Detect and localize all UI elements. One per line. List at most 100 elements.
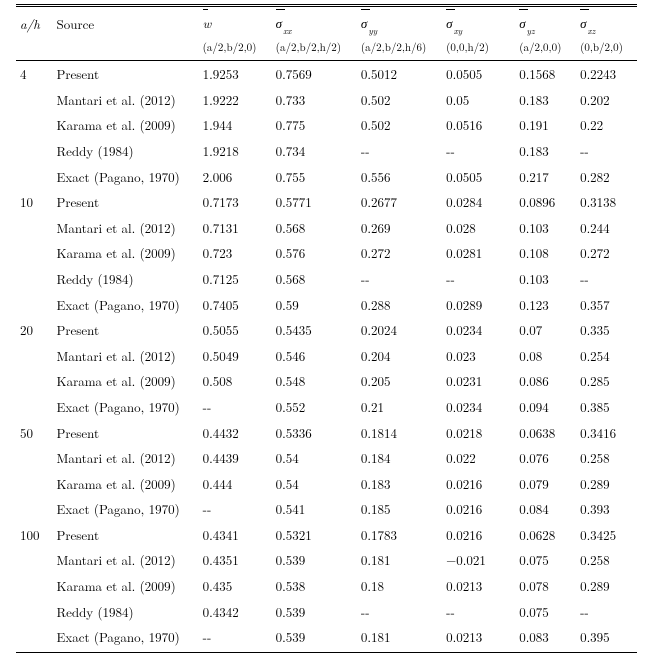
cell-value: 0.1814 bbox=[357, 419, 442, 445]
cell-value: 0.075 bbox=[515, 547, 576, 573]
cell-value: 0.21 bbox=[357, 394, 442, 420]
cell-value: 0.075 bbox=[515, 598, 576, 624]
cell-value: 0.502 bbox=[357, 112, 442, 138]
cell-value: 0.288 bbox=[357, 291, 442, 317]
cell-value: 0.755 bbox=[272, 163, 357, 189]
cell-ah bbox=[16, 573, 53, 599]
loc-sxz: (0,b/2,0) bbox=[576, 38, 637, 61]
cell-source: Reddy (1984) bbox=[53, 266, 199, 292]
cell-value: 0.282 bbox=[576, 163, 637, 189]
cell-value: 0.734 bbox=[272, 138, 357, 164]
table-row: Exact (Pagano, 1970)--0.5410.1850.02160.… bbox=[16, 496, 637, 522]
cell-value: 0.217 bbox=[515, 163, 576, 189]
cell-source: Present bbox=[53, 189, 199, 215]
cell-value: 0.7125 bbox=[199, 266, 272, 292]
cell-value: 0.191 bbox=[515, 112, 576, 138]
table-row: 10Present0.71730.57710.26770.02840.08960… bbox=[16, 189, 637, 215]
table-row: Karama et al. (2009)0.7230.5760.2720.028… bbox=[16, 240, 637, 266]
cell-source: Mantari et al. (2012) bbox=[53, 547, 199, 573]
col-syy: σyy bbox=[357, 6, 442, 38]
cell-value: 0.54 bbox=[272, 445, 357, 471]
cell-source: Exact (Pagano, 1970) bbox=[53, 496, 199, 522]
cell-ah bbox=[16, 214, 53, 240]
cell-value: 0.0216 bbox=[442, 496, 515, 522]
table-row: Exact (Pagano, 1970)0.74050.590.2880.028… bbox=[16, 291, 637, 317]
cell-ah bbox=[16, 598, 53, 624]
cell-value: -- bbox=[576, 138, 637, 164]
cell-ah bbox=[16, 368, 53, 394]
cell-value: 0.548 bbox=[272, 368, 357, 394]
cell-source: Exact (Pagano, 1970) bbox=[53, 291, 199, 317]
cell-value: 0.0281 bbox=[442, 240, 515, 266]
cell-source: Mantari et al. (2012) bbox=[53, 445, 199, 471]
table-row: Karama et al. (2009)0.4440.540.1830.0216… bbox=[16, 470, 637, 496]
cell-value: 0.0218 bbox=[442, 419, 515, 445]
table-row: 20Present0.50550.54350.20240.02340.070.3… bbox=[16, 317, 637, 343]
cell-value: -- bbox=[357, 138, 442, 164]
cell-source: Karama et al. (2009) bbox=[53, 573, 199, 599]
cell-value: -- bbox=[199, 624, 272, 653]
table-row: Mantari et al. (2012)1.92220.7330.5020.0… bbox=[16, 86, 637, 112]
cell-source: Exact (Pagano, 1970) bbox=[53, 163, 199, 189]
cell-source: Karama et al. (2009) bbox=[53, 470, 199, 496]
col-sxy: σxy bbox=[442, 6, 515, 38]
cell-value: 0.5435 bbox=[272, 317, 357, 343]
cell-value: 0.723 bbox=[199, 240, 272, 266]
cell-value: 0.4351 bbox=[199, 547, 272, 573]
cell-value: 0.078 bbox=[515, 573, 576, 599]
cell-value: 0.123 bbox=[515, 291, 576, 317]
loc-w: (a/2,b/2,0) bbox=[199, 38, 272, 61]
col-sxz: σxz bbox=[576, 6, 637, 38]
cell-value: -- bbox=[576, 266, 637, 292]
table-row: 100Present0.43410.53210.17830.02160.0628… bbox=[16, 522, 637, 548]
col-w: w bbox=[199, 6, 272, 38]
cell-value: 0.254 bbox=[576, 342, 637, 368]
cell-value: 0.272 bbox=[576, 240, 637, 266]
cell-value: 0.733 bbox=[272, 86, 357, 112]
cell-value: 0.775 bbox=[272, 112, 357, 138]
cell-value: 0.05 bbox=[442, 86, 515, 112]
header-row-symbols: a/h Source w σxx σyy σxy σyz σxz bbox=[16, 6, 637, 38]
cell-value: 0.0284 bbox=[442, 189, 515, 215]
cell-value: 0.07 bbox=[515, 317, 576, 343]
cell-value: 0.0234 bbox=[442, 317, 515, 343]
table-row: Reddy (1984)0.71250.568----0.103-- bbox=[16, 266, 637, 292]
cell-value: 0.2024 bbox=[357, 317, 442, 343]
cell-value: 0.395 bbox=[576, 624, 637, 653]
col-sxx: σxx bbox=[272, 6, 357, 38]
cell-value: 0.1568 bbox=[515, 60, 576, 86]
col-syz: σyz bbox=[515, 6, 576, 38]
cell-ah bbox=[16, 470, 53, 496]
cell-value: −0.021 bbox=[442, 547, 515, 573]
cell-value: 0.285 bbox=[576, 368, 637, 394]
cell-value: 0.258 bbox=[576, 445, 637, 471]
cell-value: 0.0505 bbox=[442, 163, 515, 189]
cell-value: 0.1783 bbox=[357, 522, 442, 548]
cell-value: 0.2677 bbox=[357, 189, 442, 215]
cell-value: 0.0505 bbox=[442, 60, 515, 86]
cell-value: 0.357 bbox=[576, 291, 637, 317]
cell-value: 0.244 bbox=[576, 214, 637, 240]
cell-value: -- bbox=[442, 138, 515, 164]
cell-value: 0.0289 bbox=[442, 291, 515, 317]
cell-source: Reddy (1984) bbox=[53, 598, 199, 624]
cell-value: -- bbox=[442, 266, 515, 292]
cell-value: 2.006 bbox=[199, 163, 272, 189]
cell-value: 0.103 bbox=[515, 266, 576, 292]
cell-value: 0.7405 bbox=[199, 291, 272, 317]
cell-value: 0.5321 bbox=[272, 522, 357, 548]
cell-value: 0.08 bbox=[515, 342, 576, 368]
table-row: Karama et al. (2009)0.5080.5480.2050.023… bbox=[16, 368, 637, 394]
cell-source: Mantari et al. (2012) bbox=[53, 214, 199, 240]
cell-source: Reddy (1984) bbox=[53, 138, 199, 164]
cell-value: 0.3138 bbox=[576, 189, 637, 215]
cell-ah bbox=[16, 547, 53, 573]
table-row: Reddy (1984)0.43420.539----0.075-- bbox=[16, 598, 637, 624]
cell-value: 0.079 bbox=[515, 470, 576, 496]
loc-syy: (a/2,b/2,h/6) bbox=[357, 38, 442, 61]
cell-ah: 50 bbox=[16, 419, 53, 445]
cell-value: 0.556 bbox=[357, 163, 442, 189]
table-row: 4Present1.92530.75690.50120.05050.15680.… bbox=[16, 60, 637, 86]
cell-source: Karama et al. (2009) bbox=[53, 112, 199, 138]
cell-value: 0.5012 bbox=[357, 60, 442, 86]
